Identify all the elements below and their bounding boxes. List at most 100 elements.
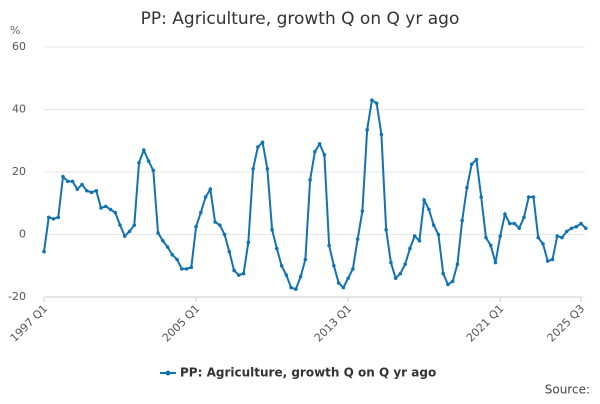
data-point bbox=[218, 223, 222, 227]
data-point bbox=[94, 188, 99, 193]
data-point bbox=[294, 287, 298, 291]
data-point bbox=[550, 257, 555, 262]
data-point bbox=[213, 220, 217, 224]
data-point bbox=[541, 242, 545, 246]
data-point bbox=[498, 234, 503, 238]
data-point bbox=[203, 195, 208, 199]
data-point bbox=[579, 221, 583, 226]
x-tick-label: 2013 Q1 bbox=[312, 302, 355, 345]
data-point bbox=[488, 243, 493, 248]
data-point bbox=[84, 188, 89, 193]
data-point bbox=[417, 238, 422, 243]
data-point bbox=[460, 218, 464, 223]
data-point bbox=[465, 185, 469, 190]
data-point bbox=[137, 160, 141, 165]
data-point bbox=[308, 178, 312, 182]
data-point bbox=[336, 281, 341, 285]
data-point bbox=[408, 246, 412, 251]
data-point bbox=[89, 190, 94, 195]
data-point bbox=[151, 168, 156, 173]
data-point bbox=[265, 167, 270, 171]
data-point bbox=[389, 260, 393, 265]
data-point bbox=[327, 243, 331, 248]
data-point bbox=[379, 132, 384, 137]
data-point bbox=[446, 282, 450, 287]
data-point bbox=[393, 276, 398, 281]
data-point bbox=[256, 145, 260, 149]
data-point bbox=[560, 235, 564, 240]
data-point bbox=[246, 240, 251, 245]
data-point bbox=[583, 226, 588, 231]
data-point bbox=[275, 246, 279, 251]
chart-title: PP: Agriculture, growth Q on Q yr ago bbox=[141, 9, 460, 29]
data-point bbox=[531, 195, 536, 199]
data-point bbox=[113, 210, 118, 215]
y-tick-label: 60 bbox=[12, 40, 26, 53]
data-point bbox=[175, 257, 179, 262]
legend-label: PP: Agriculture, growth Q on Q yr ago bbox=[180, 366, 436, 380]
data-point bbox=[170, 253, 175, 257]
data-point bbox=[507, 221, 512, 226]
data-point bbox=[479, 195, 484, 199]
data-point bbox=[555, 234, 560, 238]
data-point bbox=[303, 257, 308, 262]
data-point bbox=[270, 228, 274, 232]
x-tick-label: 1997 Q1 bbox=[8, 302, 51, 345]
data-point bbox=[42, 249, 46, 254]
series-line bbox=[43, 98, 587, 291]
data-point bbox=[322, 153, 327, 157]
data-point bbox=[317, 142, 322, 146]
data-point bbox=[51, 217, 56, 221]
data-point bbox=[118, 223, 122, 227]
data-point bbox=[184, 267, 189, 271]
legend-marker bbox=[165, 370, 171, 376]
data-point bbox=[564, 229, 569, 234]
data-point bbox=[569, 226, 574, 231]
data-point bbox=[313, 149, 317, 154]
data-point bbox=[108, 207, 113, 212]
data-point bbox=[180, 267, 184, 271]
data-point bbox=[403, 262, 407, 266]
data-point bbox=[279, 263, 284, 268]
source: Source: bbox=[545, 383, 590, 397]
data-point bbox=[503, 212, 507, 216]
data-point bbox=[384, 228, 388, 232]
data-point bbox=[431, 223, 436, 227]
data-point bbox=[46, 215, 51, 220]
data-point bbox=[132, 223, 137, 227]
data-point bbox=[450, 279, 455, 284]
data-point bbox=[208, 187, 213, 191]
data-point bbox=[351, 267, 355, 271]
data-point bbox=[517, 226, 522, 231]
data-point bbox=[455, 262, 460, 266]
y-tick-label: 40 bbox=[12, 103, 26, 116]
data-point bbox=[80, 182, 84, 187]
data-point bbox=[199, 210, 203, 215]
data-point bbox=[70, 179, 75, 184]
x-tick-label: 2005 Q1 bbox=[160, 302, 203, 345]
data-point bbox=[374, 101, 379, 106]
data-point bbox=[422, 198, 426, 202]
data-point bbox=[370, 98, 374, 102]
data-point bbox=[146, 159, 151, 163]
data-point bbox=[526, 195, 531, 199]
data-point bbox=[65, 179, 70, 184]
data-point bbox=[241, 271, 246, 276]
data-point bbox=[284, 273, 289, 277]
data-point bbox=[222, 232, 227, 237]
data-point bbox=[103, 204, 108, 209]
data-point bbox=[189, 265, 194, 270]
data-point bbox=[412, 234, 417, 238]
data-point bbox=[260, 140, 265, 145]
x-tick-label: 2025 Q3 bbox=[545, 302, 588, 345]
x-tick-label: 2021 Q1 bbox=[464, 302, 507, 345]
data-point bbox=[99, 206, 103, 210]
data-point bbox=[398, 271, 403, 276]
data-point bbox=[522, 215, 526, 220]
data-point bbox=[427, 207, 431, 212]
y-tick-label: -20 bbox=[8, 290, 26, 303]
data-point bbox=[122, 234, 127, 238]
data-point bbox=[289, 285, 293, 290]
data-point bbox=[75, 187, 80, 191]
